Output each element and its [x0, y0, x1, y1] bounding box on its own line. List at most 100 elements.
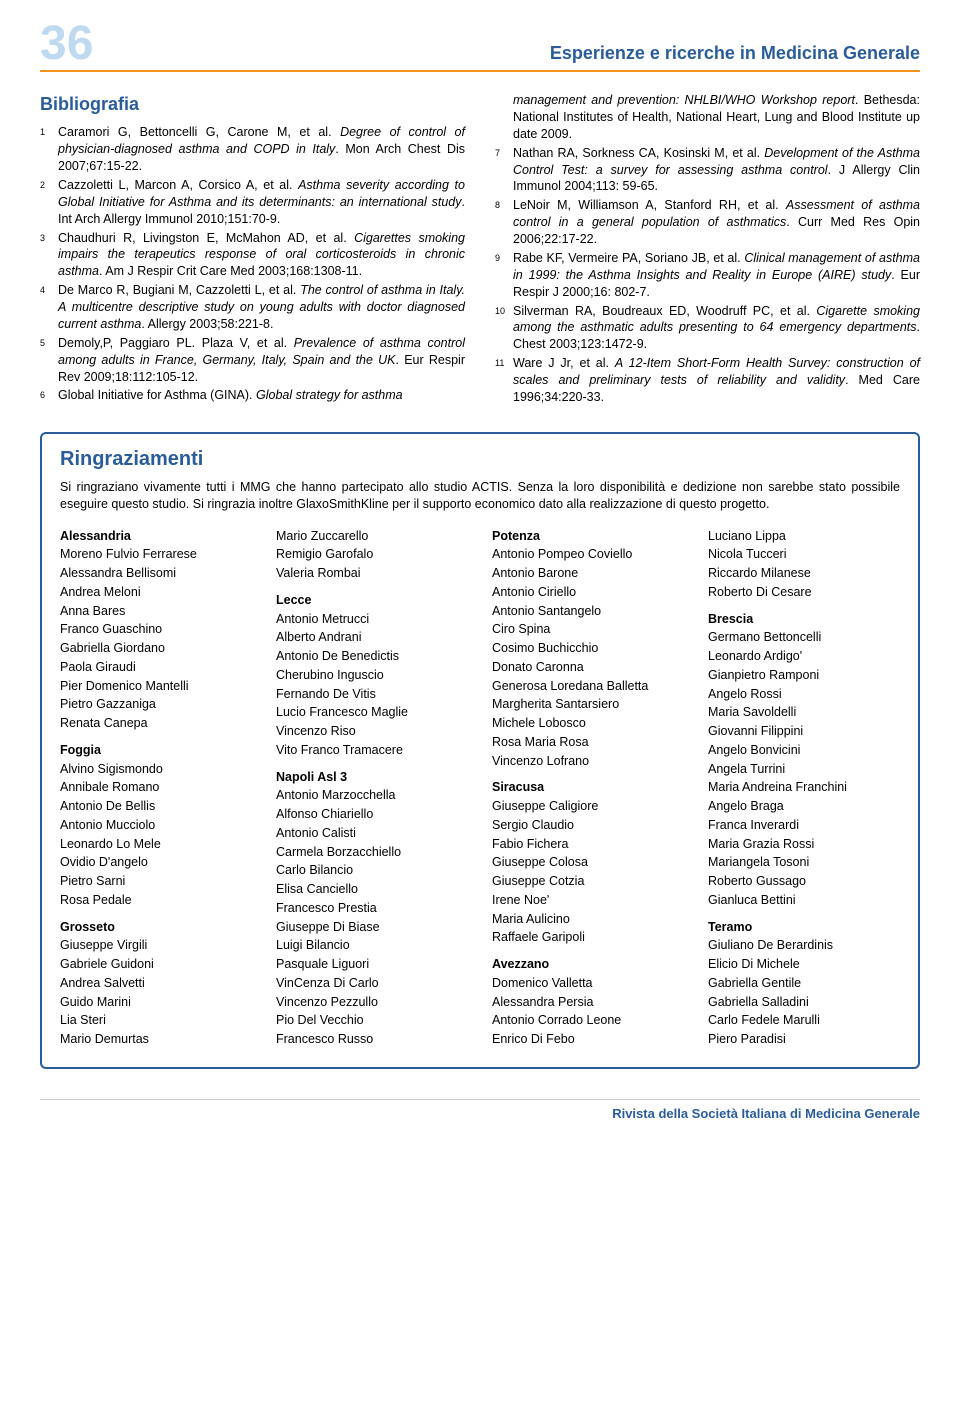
- acknowledgements-name: Vito Franco Tramacere: [276, 741, 468, 760]
- bibliography-ref-text: Nathan RA, Sorkness CA, Kosinski M, et a…: [513, 145, 920, 196]
- acknowledgements-name: Gabriella Gentile: [708, 974, 900, 993]
- bibliography-ref-text: LeNoir M, Williamson A, Stanford RH, et …: [513, 197, 920, 248]
- acknowledgements-name: Enrico Di Febo: [492, 1030, 684, 1049]
- acknowledgements-city-heading: Foggia: [60, 741, 252, 760]
- acknowledgements-name: Anna Bares: [60, 602, 252, 621]
- acknowledgements-name: Maria Savoldelli: [708, 703, 900, 722]
- acknowledgements-name: Antonio Metrucci: [276, 610, 468, 629]
- acknowledgements-name: Francesco Russo: [276, 1030, 468, 1049]
- bibliography-ref-number: 4: [40, 282, 58, 333]
- bibliography-ref-number: 8: [495, 197, 513, 248]
- acknowledgements-name: Francesco Prestia: [276, 899, 468, 918]
- acknowledgements-name: Alvino Sigismondo: [60, 760, 252, 779]
- bibliography-item: management and prevention: NHLBI/WHO Wor…: [495, 92, 920, 143]
- bibliography-item: 6Global Initiative for Asthma (GINA). Gl…: [40, 387, 465, 404]
- bibliography-ref-text: Demoly,P, Paggiaro PL. Plaza V, et al. P…: [58, 335, 465, 386]
- acknowledgements-name: Carlo Fedele Marulli: [708, 1011, 900, 1030]
- acknowledgements-name: Pio Del Vecchio: [276, 1011, 468, 1030]
- acknowledgements-name: Antonio Mucciolo: [60, 816, 252, 835]
- page: 36 Esperienze e ricerche in Medicina Gen…: [0, 0, 960, 1161]
- acknowledgements-name: Leonardo Lo Mele: [60, 835, 252, 854]
- acknowledgements-name: Maria Grazia Rossi: [708, 835, 900, 854]
- acknowledgements-intro: Si ringraziano vivamente tutti i MMG che…: [60, 479, 900, 513]
- bibliography-ref-text: management and prevention: NHLBI/WHO Wor…: [513, 92, 920, 143]
- bibliography-item: 10Silverman RA, Boudreaux ED, Woodruff P…: [495, 303, 920, 354]
- acknowledgements-name: Remigio Garofalo: [276, 545, 468, 564]
- acknowledgements-name: Giuseppe Caligiore: [492, 797, 684, 816]
- acknowledgements-name: Roberto Di Cesare: [708, 583, 900, 602]
- acknowledgements-name: Annibale Romano: [60, 778, 252, 797]
- acknowledgements-city-heading: Napoli Asl 3: [276, 768, 468, 787]
- acknowledgements-name: Angelo Braga: [708, 797, 900, 816]
- acknowledgements-name: Pier Domenico Mantelli: [60, 677, 252, 696]
- acknowledgements-name: Ciro Spina: [492, 620, 684, 639]
- bibliography-ref-text: Global Initiative for Asthma (GINA). Glo…: [58, 387, 465, 404]
- acknowledgements-name: Giuliano De Berardinis: [708, 936, 900, 955]
- bibliography-ref-number: [495, 92, 513, 143]
- acknowledgements-name: Carlo Bilancio: [276, 861, 468, 880]
- page-header: 36 Esperienze e ricerche in Medicina Gen…: [40, 20, 920, 72]
- bibliography-ref-text: Silverman RA, Boudreaux ED, Woodruff PC,…: [513, 303, 920, 354]
- acknowledgements-name: Cosimo Buchicchio: [492, 639, 684, 658]
- acknowledgements-name: Angelo Bonvicini: [708, 741, 900, 760]
- acknowledgements-name: Vincenzo Lofrano: [492, 752, 684, 771]
- acknowledgements-name: Gianluca Bettini: [708, 891, 900, 910]
- acknowledgements-name: Ovidio D'angelo: [60, 853, 252, 872]
- acknowledgements-name: Alessandra Persia: [492, 993, 684, 1012]
- acknowledgements-name: Mariangela Tosoni: [708, 853, 900, 872]
- bibliography-item: 9Rabe KF, Vermeire PA, Soriano JB, et al…: [495, 250, 920, 301]
- acknowledgements-name: Nicola Tucceri: [708, 545, 900, 564]
- acknowledgements-name: Giovanni Filippini: [708, 722, 900, 741]
- acknowledgements-name: Lucio Francesco Maglie: [276, 703, 468, 722]
- acknowledgements-name: Maria Andreina Franchini: [708, 778, 900, 797]
- acknowledgements-name: Raffaele Garipoli: [492, 928, 684, 947]
- acknowledgements-name: Elicio Di Michele: [708, 955, 900, 974]
- acknowledgements-heading: Ringraziamenti: [60, 448, 900, 471]
- bibliography-item: 7Nathan RA, Sorkness CA, Kosinski M, et …: [495, 145, 920, 196]
- acknowledgements-column: Luciano LippaNicola TucceriRiccardo Mila…: [708, 527, 900, 1049]
- acknowledgements-name: Vincenzo Pezzullo: [276, 993, 468, 1012]
- bibliography-ref-number: 9: [495, 250, 513, 301]
- acknowledgements-name: Mario Demurtas: [60, 1030, 252, 1049]
- acknowledgements-name: Rosa Pedale: [60, 891, 252, 910]
- bibliography-right-column: management and prevention: NHLBI/WHO Wor…: [495, 92, 920, 408]
- acknowledgements-name: Fabio Fichera: [492, 835, 684, 854]
- section-title: Esperienze e ricerche in Medicina Genera…: [550, 43, 920, 64]
- acknowledgements-name: Angela Turrini: [708, 760, 900, 779]
- bibliography-ref-number: 7: [495, 145, 513, 196]
- acknowledgements-column: PotenzaAntonio Pompeo CovielloAntonio Ba…: [492, 527, 684, 1049]
- acknowledgements-city-heading: Siracusa: [492, 778, 684, 797]
- page-number: 36: [40, 20, 93, 68]
- bibliography-ref-number: 1: [40, 124, 58, 175]
- acknowledgements-name: Mario Zuccarello: [276, 527, 468, 546]
- bibliography-ref-text: Cazzoletti L, Marcon A, Corsico A, et al…: [58, 177, 465, 228]
- acknowledgements-city-heading: Grosseto: [60, 918, 252, 937]
- bibliography-item: 11Ware J Jr, et al. A 12-Item Short-Form…: [495, 355, 920, 406]
- acknowledgements-name: Antonio De Bellis: [60, 797, 252, 816]
- bibliography-left-column: Bibliografia 1Caramori G, Bettoncelli G,…: [40, 92, 465, 408]
- acknowledgements-name: Roberto Gussago: [708, 872, 900, 891]
- acknowledgements-name: Antonio Marzocchella: [276, 786, 468, 805]
- acknowledgements-box: Ringraziamenti Si ringraziano vivamente …: [40, 432, 920, 1069]
- acknowledgements-name: Margherita Santarsiero: [492, 695, 684, 714]
- acknowledgements-name: Pasquale Liguori: [276, 955, 468, 974]
- acknowledgements-name: Elisa Canciello: [276, 880, 468, 899]
- acknowledgements-name: Michele Lobosco: [492, 714, 684, 733]
- acknowledgements-name: Antonio De Benedictis: [276, 647, 468, 666]
- bibliography-ref-number: 2: [40, 177, 58, 228]
- bibliography-ref-text: De Marco R, Bugiani M, Cazzoletti L, et …: [58, 282, 465, 333]
- acknowledgements-name: Alessandra Bellisomi: [60, 564, 252, 583]
- acknowledgements-name: Giuseppe Cotzia: [492, 872, 684, 891]
- acknowledgements-name: VinCenza Di Carlo: [276, 974, 468, 993]
- bibliography-ref-number: 10: [495, 303, 513, 354]
- acknowledgements-name: Alfonso Chiariello: [276, 805, 468, 824]
- acknowledgements-name: Franca Inverardi: [708, 816, 900, 835]
- acknowledgements-city-heading: Brescia: [708, 610, 900, 629]
- acknowledgements-name: Lia Steri: [60, 1011, 252, 1030]
- acknowledgements-name: Donato Caronna: [492, 658, 684, 677]
- acknowledgements-name: Antonio Barone: [492, 564, 684, 583]
- acknowledgements-name: Moreno Fulvio Ferrarese: [60, 545, 252, 564]
- acknowledgements-name: Gabriella Salladini: [708, 993, 900, 1012]
- acknowledgements-name: Giuseppe Di Biase: [276, 918, 468, 937]
- acknowledgements-name: Pietro Sarni: [60, 872, 252, 891]
